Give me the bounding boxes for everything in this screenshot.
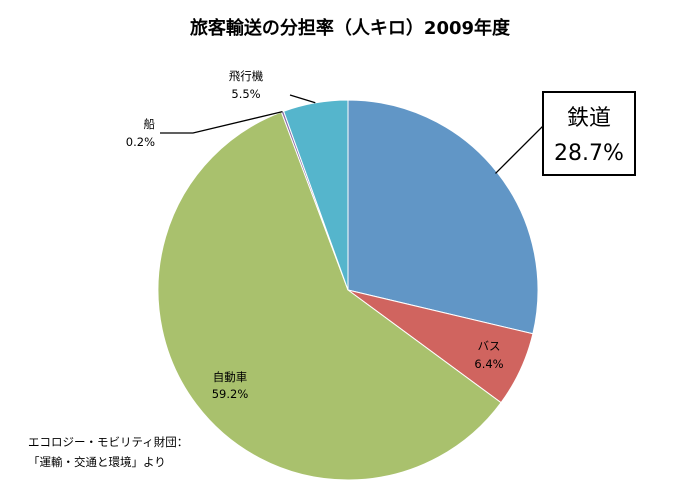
slice-labels: 鉄道 28.7% バス 6.4% 自動車 59.2% 船 0.2% 飛行機 5.5%	[126, 69, 624, 401]
ship-leader-line	[160, 110, 283, 134]
railway-label: 鉄道	[567, 106, 611, 131]
pie-slices	[157, 99, 539, 481]
source-note-line-1: エコロジー・モビリティ財団：	[28, 435, 188, 449]
ship-value: 0.2%	[126, 135, 155, 149]
railway-callout-box	[542, 91, 636, 176]
slice-car	[157, 111, 502, 481]
railway-value: 28.7%	[554, 141, 624, 166]
bus-label: バス	[478, 339, 501, 353]
railway-leader-line	[495, 119, 550, 174]
source-note-line-2: 「運輸・交通と環境」より	[28, 455, 166, 469]
chart-title: 旅客輸送の分担率（人キロ）2009年度	[190, 17, 511, 39]
bus-value: 6.4%	[474, 357, 503, 371]
car-label: 自動車	[213, 370, 248, 384]
slice-airplane	[283, 99, 349, 291]
car-value: 59.2%	[212, 387, 249, 401]
airplane-label: 飛行機	[229, 69, 264, 83]
ship-label: 船	[144, 117, 156, 131]
source-note: エコロジー・モビリティ財団： 「運輸・交通と環境」より	[28, 435, 188, 469]
airplane-value: 5.5%	[231, 87, 260, 101]
airplane-leader-line	[289, 94, 316, 104]
leader-lines	[160, 94, 550, 174]
